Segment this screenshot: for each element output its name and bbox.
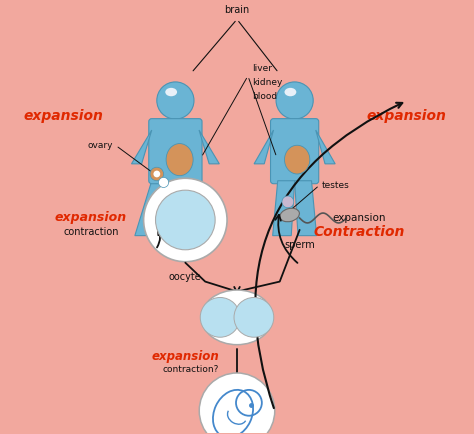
Text: blood: blood xyxy=(252,92,277,101)
Ellipse shape xyxy=(166,144,193,176)
Circle shape xyxy=(154,171,160,178)
Text: expansion: expansion xyxy=(55,211,127,224)
Polygon shape xyxy=(254,130,273,164)
Text: ovary: ovary xyxy=(87,141,113,150)
Text: contraction: contraction xyxy=(63,227,118,237)
Text: Contraction: Contraction xyxy=(313,225,405,239)
Polygon shape xyxy=(131,130,152,164)
Circle shape xyxy=(150,167,164,181)
Text: expansion: expansion xyxy=(152,350,219,362)
Circle shape xyxy=(199,373,275,434)
Ellipse shape xyxy=(284,145,310,174)
Text: sperm: sperm xyxy=(284,240,315,250)
Circle shape xyxy=(234,297,274,337)
Text: oocyte: oocyte xyxy=(169,272,202,282)
Polygon shape xyxy=(273,181,295,236)
Polygon shape xyxy=(316,130,335,164)
Circle shape xyxy=(157,82,194,119)
Circle shape xyxy=(144,178,227,262)
Text: testes: testes xyxy=(321,181,349,190)
Ellipse shape xyxy=(165,88,177,96)
Text: liver: liver xyxy=(252,65,272,73)
Text: expansion: expansion xyxy=(367,108,447,123)
Circle shape xyxy=(200,297,240,337)
Ellipse shape xyxy=(201,290,273,345)
Polygon shape xyxy=(199,130,219,164)
Text: contraction?: contraction? xyxy=(162,365,219,374)
Text: brain: brain xyxy=(224,5,250,15)
Polygon shape xyxy=(135,181,216,236)
FancyBboxPatch shape xyxy=(149,118,202,184)
Circle shape xyxy=(158,178,169,187)
Ellipse shape xyxy=(280,208,300,222)
Text: expansion: expansion xyxy=(23,108,103,123)
Text: expansion: expansion xyxy=(332,213,386,223)
Polygon shape xyxy=(295,181,317,236)
Ellipse shape xyxy=(284,88,296,96)
Circle shape xyxy=(282,196,294,208)
FancyBboxPatch shape xyxy=(271,118,319,184)
Circle shape xyxy=(155,190,215,250)
Text: kidney: kidney xyxy=(252,79,283,87)
Circle shape xyxy=(276,82,313,119)
